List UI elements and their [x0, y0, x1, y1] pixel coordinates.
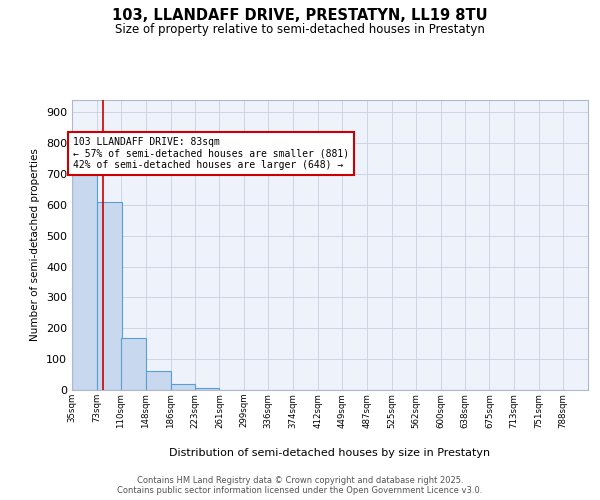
- Text: Distribution of semi-detached houses by size in Prestatyn: Distribution of semi-detached houses by …: [169, 448, 491, 458]
- Bar: [97, 202, 122, 390]
- Bar: [72, 175, 97, 390]
- Bar: [170, 384, 195, 390]
- Text: 103, LLANDAFF DRIVE, PRESTATYN, LL19 8TU: 103, LLANDAFF DRIVE, PRESTATYN, LL19 8TU: [112, 8, 488, 22]
- Bar: [121, 338, 146, 390]
- Text: Size of property relative to semi-detached houses in Prestatyn: Size of property relative to semi-detach…: [115, 22, 485, 36]
- Text: Contains HM Land Registry data © Crown copyright and database right 2025.
Contai: Contains HM Land Registry data © Crown c…: [118, 476, 482, 495]
- Y-axis label: Number of semi-detached properties: Number of semi-detached properties: [31, 148, 40, 342]
- Bar: [146, 372, 170, 390]
- Text: 103 LLANDAFF DRIVE: 83sqm
← 57% of semi-detached houses are smaller (881)
42% of: 103 LLANDAFF DRIVE: 83sqm ← 57% of semi-…: [73, 137, 349, 170]
- Bar: [194, 388, 220, 390]
